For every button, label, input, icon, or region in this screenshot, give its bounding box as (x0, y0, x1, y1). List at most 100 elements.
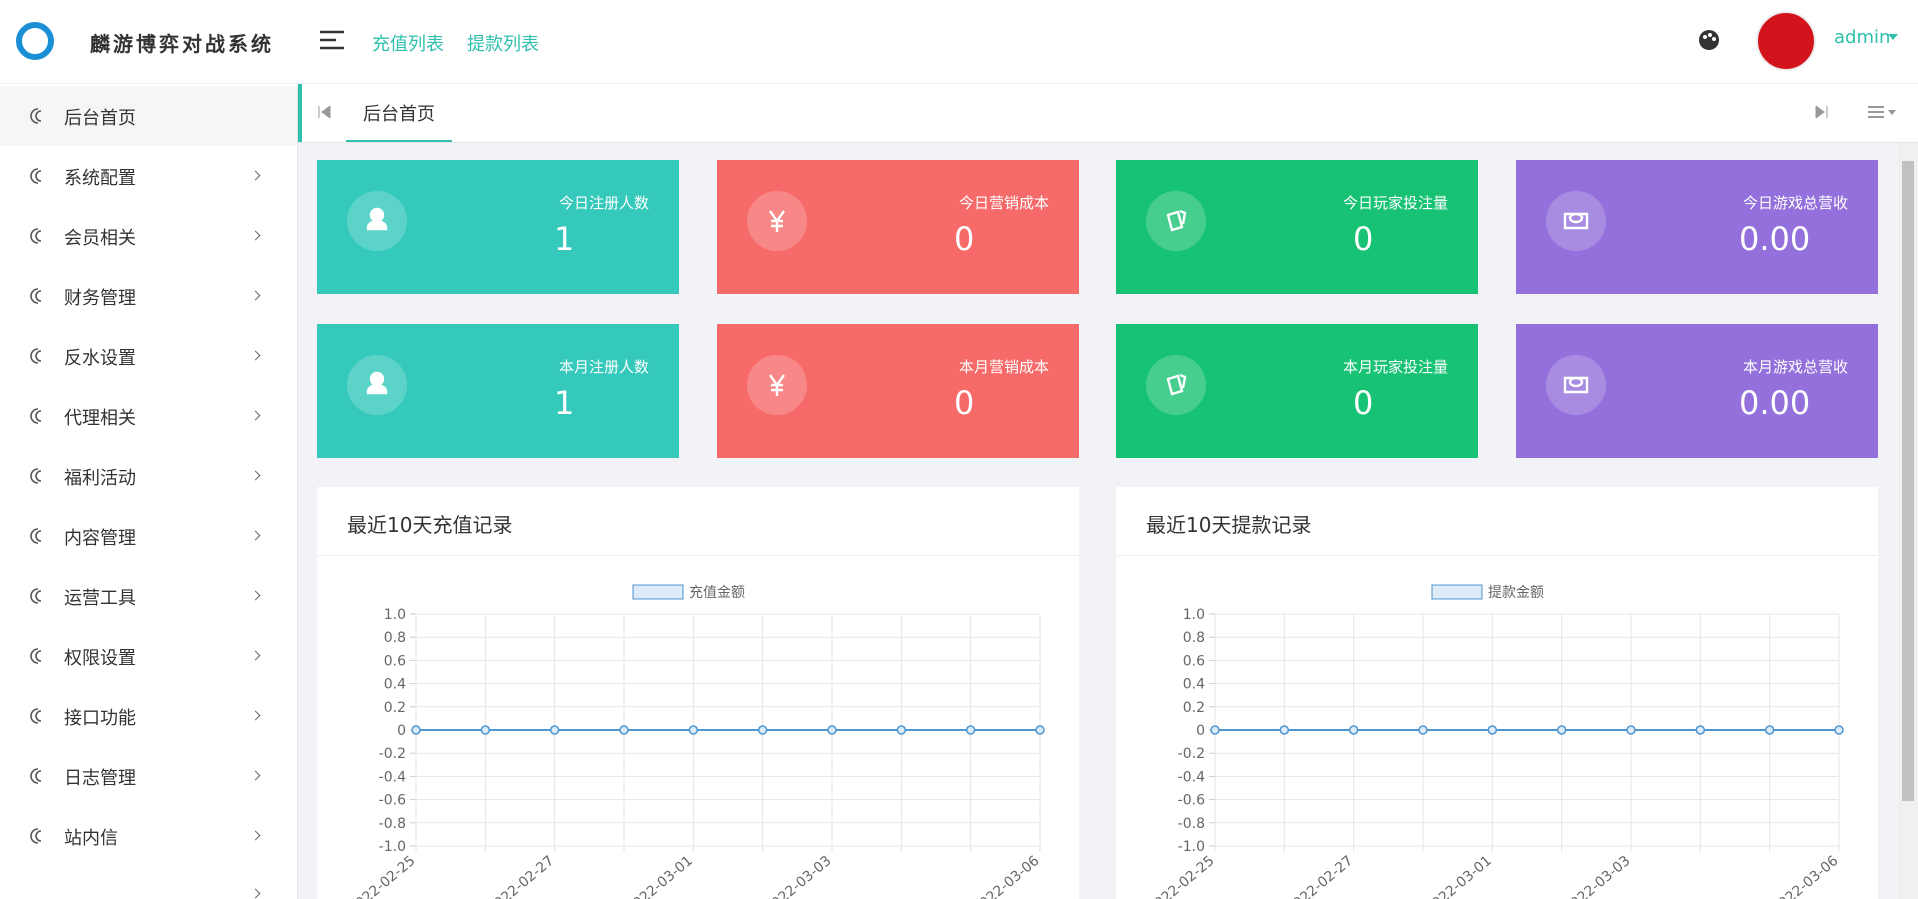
icon-shape (35, 290, 42, 302)
chart-panel: 最近10天充值记录 1.0 0.8 0.6 0.4 0.2 0 -0.2 -0.4 -0.6 -0.… (317, 487, 1079, 899)
menu-icon (30, 288, 42, 304)
menu-item[interactable]: 接口功能 (64, 708, 136, 729)
point (411, 725, 421, 735)
menu-item[interactable]: 福利活动 (64, 468, 136, 489)
y-tick-label: 1.0 (1183, 607, 1205, 623)
icon-shape (30, 588, 39, 604)
menu-item[interactable]: 系统配置 (64, 168, 136, 189)
menu-active-bg (0, 86, 297, 146)
icon-shape (35, 410, 42, 422)
menu-item[interactable]: 站内信 (64, 828, 118, 849)
chart: 1.00.80.60.40.20-0.2-0.4-0.6-0.8-1.02022… (1145, 584, 1844, 899)
icon-shape (35, 770, 42, 782)
stat-card: 本月游戏总营收 0.00 (1516, 324, 1878, 458)
chevron (250, 710, 261, 721)
point (1418, 725, 1428, 735)
sidebar: 后台首页系统配置会员相关财务管理反水设置代理相关福利活动内容管理运营工具权限设置… (0, 84, 298, 899)
card-value: 0.00 (1739, 220, 1811, 258)
menu-item[interactable]: 权限设置 (64, 648, 136, 669)
legend-label: 提款金额 (1488, 585, 1544, 601)
tab[interactable]: 后台首页 (363, 104, 435, 125)
header: 麟游博弈对战系统 充值列表 提款列表 admin (0, 0, 1918, 84)
card-icon (747, 355, 807, 415)
y-tick-label: -0.6 (1178, 793, 1205, 809)
menu-icon (30, 408, 42, 424)
menu-item[interactable]: 反水设置 (64, 348, 136, 369)
menu-item[interactable]: 财务管理 (64, 288, 136, 309)
tab-prev[interactable] (318, 106, 332, 118)
stat-card: 今日营销成本 0 (717, 160, 1079, 294)
icon-shape (35, 230, 42, 242)
avatar[interactable] (1756, 11, 1816, 71)
menu-item[interactable]: 运营工具 (64, 588, 136, 609)
card-label: 本月注册人数 (558, 358, 649, 376)
point (1348, 725, 1359, 735)
chart-panel: 最近10天提款记录 1.0 0.8 0.6 0.4 0.2 0 -0.2 -0.4 -0.6 -0.… (1116, 487, 1878, 899)
icon-glyph (1563, 376, 1589, 394)
tab-menu[interactable] (1868, 105, 1898, 119)
menu-icon (30, 528, 42, 544)
nav-link[interactable]: 充值列表 (372, 34, 444, 55)
stat-card: 今日玩家投注量 0 (1116, 160, 1478, 294)
icon-shape (35, 170, 42, 182)
y-tick-label: -0.4 (1178, 769, 1205, 785)
icon-glyph (1166, 209, 1187, 232)
stat-card: 本月营销成本 0 (717, 324, 1079, 458)
y-tick-label: -0.2 (379, 746, 406, 762)
icon-shape (30, 528, 39, 544)
chevron (250, 770, 261, 781)
card-label: 今日营销成本 (958, 194, 1049, 212)
menu-item[interactable]: 会员相关 (64, 228, 136, 249)
card-value: 1 (554, 220, 575, 258)
chevron (250, 350, 261, 361)
icon-glyph (1166, 373, 1187, 396)
point (1279, 725, 1290, 735)
icon-shape (30, 228, 39, 244)
icon-shape (30, 408, 39, 424)
menu-item[interactable]: 内容管理 (64, 528, 136, 549)
user-name[interactable]: admin (1834, 27, 1891, 48)
menu-item[interactable]: 代理相关 (64, 408, 136, 429)
icon-shape (35, 590, 42, 602)
point (1487, 725, 1498, 735)
y-tick-label: 0.6 (384, 653, 406, 669)
point (1695, 725, 1706, 735)
card-icon (347, 191, 407, 251)
chevron (250, 530, 261, 541)
menu-item[interactable]: 后台首页 (64, 108, 136, 129)
legend-label: 充值金额 (689, 585, 745, 601)
icon-shape (35, 350, 42, 362)
icon-shape (35, 470, 42, 482)
card-label: 本月游戏总营收 (1742, 358, 1848, 376)
x-tick-label: 2022-03-01 (623, 853, 696, 899)
stat-card: 今日游戏总营收 0.00 (1516, 160, 1878, 294)
tab-marker (298, 84, 302, 142)
theme-icon[interactable] (1698, 29, 1720, 51)
menu-toggle[interactable] (320, 30, 344, 50)
y-tick-label: -0.8 (1178, 816, 1205, 832)
nav-link[interactable]: 提款列表 (467, 34, 539, 55)
y-tick-label: 0.2 (1183, 700, 1205, 716)
card-value: 0 (954, 220, 975, 258)
y-tick-label: -0.8 (379, 816, 406, 832)
stat-card: 本月玩家投注量 0 (1116, 324, 1478, 458)
menu-icon (30, 468, 42, 484)
x-tick-label: 2022-02-25 (346, 853, 419, 899)
menu-icon (30, 348, 42, 364)
menu-item[interactable]: 日志管理 (64, 768, 136, 789)
stat-card: 本月注册人数 1 (317, 324, 679, 458)
menu-icon (30, 648, 42, 664)
chevron (250, 888, 261, 899)
chevron (250, 290, 261, 301)
x-tick-label: 2022-03-06 (970, 853, 1043, 899)
point (1210, 725, 1220, 735)
point (1834, 725, 1844, 735)
scroll-thumb[interactable] (1902, 161, 1914, 801)
chevron (250, 830, 261, 841)
tab-next[interactable] (1814, 106, 1828, 118)
card-value: 0 (1353, 384, 1374, 422)
y-tick-label: 0.8 (384, 630, 406, 646)
y-tick-label: -0.6 (379, 793, 406, 809)
scrollbar[interactable] (1898, 143, 1918, 899)
point (1035, 725, 1045, 735)
